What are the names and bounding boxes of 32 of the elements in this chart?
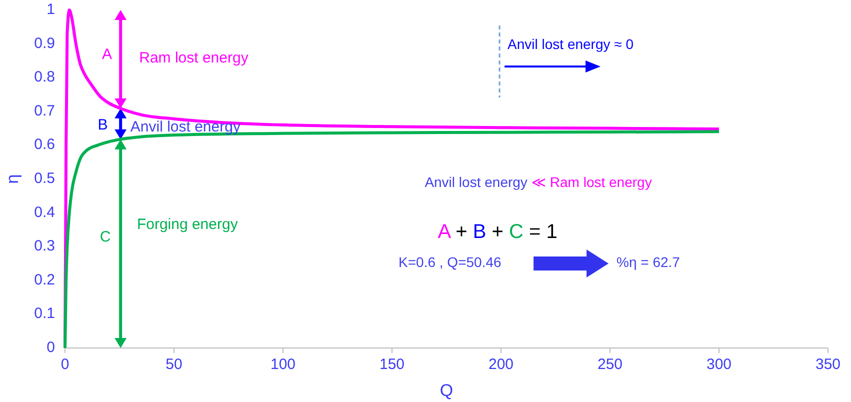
annotation: A <box>102 46 112 63</box>
annotation: Anvil lost energy ≈ 0 <box>508 36 634 52</box>
y-tick-label: 0.4 <box>34 204 55 221</box>
annotation: %η = 62.7 <box>616 254 680 270</box>
x-tick-label: 0 <box>60 356 70 373</box>
x-tick-label: 50 <box>166 356 182 373</box>
x-axis-title: Q <box>440 381 454 400</box>
annotation: Anvil lost energy <box>130 118 241 136</box>
annotation: Forging energy <box>136 216 238 233</box>
y-tick-label: 0.3 <box>34 238 55 255</box>
y-tick-label: 0 <box>46 338 55 356</box>
x-tick-label: 200 <box>488 356 514 373</box>
x-tick-label: 100 <box>270 356 296 373</box>
x-tick-label: 300 <box>706 356 732 373</box>
x-tick-label: 150 <box>379 356 405 373</box>
annotation: B <box>98 116 108 134</box>
annotation: K=0.6 , Q=50.46 <box>398 254 502 270</box>
y-tick-label: 0.8 <box>34 68 55 86</box>
y-tick-label: 0.2 <box>34 271 55 288</box>
annotation: C <box>100 228 111 246</box>
y-tick-label: 0.1 <box>34 305 55 322</box>
y-tick-label: 1 <box>46 0 55 18</box>
annotation: A + B + C = 1 <box>438 221 558 244</box>
y-axis-title: η <box>3 174 22 184</box>
y-tick-label: 0.5 <box>34 170 55 187</box>
y-tick-label: 0.6 <box>34 136 55 154</box>
y-tick-label: 0.9 <box>34 34 55 52</box>
x-tick-label: 250 <box>597 356 623 373</box>
x-tick-label: 350 <box>815 356 841 373</box>
annotation: Ram lost energy <box>139 49 249 66</box>
y-tick-label: 0.7 <box>34 102 55 120</box>
annotation: Anvil lost energy ≪ Ram lost energy <box>424 174 652 190</box>
